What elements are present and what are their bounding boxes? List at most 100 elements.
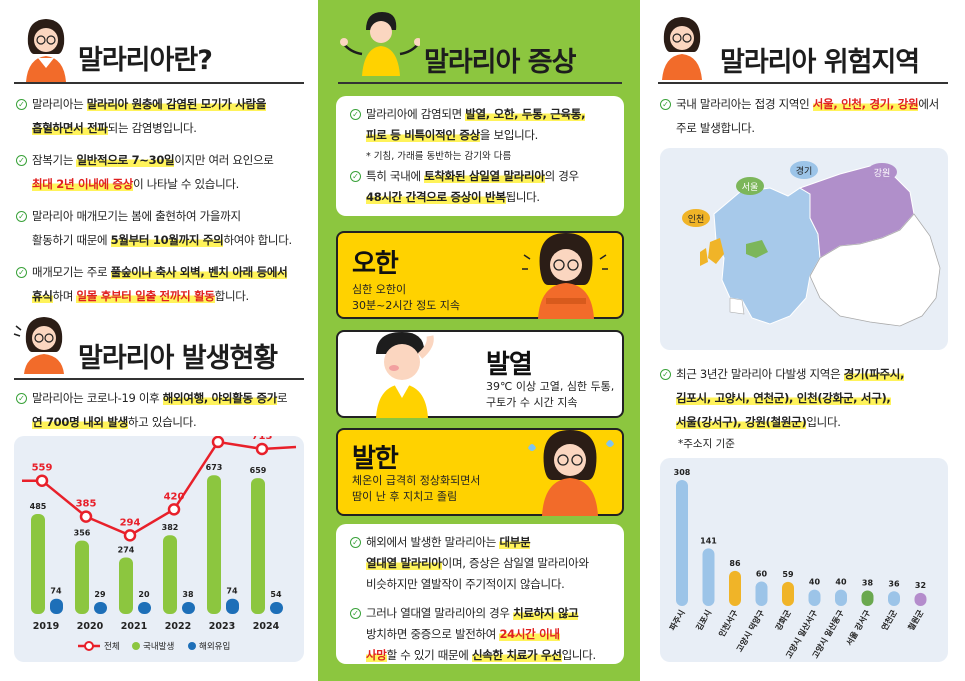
bullet-text-segment: 비슷하지만 열발작이 주기적이지 않습니다. [366, 577, 565, 591]
bullet-line: 잠복기는 일반적으로 7~30일이지만 여러 요인으로 [32, 150, 274, 171]
overseas-bar [226, 598, 239, 614]
bullet-text-segment: 됩니다. [505, 190, 541, 204]
bullet-text-segment: 매개모기는 주로 [32, 265, 111, 279]
bullet-line: 매개모기는 주로 풀숲이나 축사 외벽, 벤치 아래 등에서 [32, 262, 288, 283]
map-label-seoul: 서울 [736, 177, 764, 195]
bullet-text-segment: 김포시, 고양시, 연천군), 인천(강화군, 서구), [676, 391, 891, 405]
district-bar [914, 592, 927, 606]
cough-note: * 기침, 가래를 동반하는 감기와 다름 [366, 151, 512, 162]
bullet-text-segment: 을 보입니다. [479, 128, 539, 142]
overseas-bar [50, 598, 63, 614]
bullet-text-segment: 해외여행, 야외활동 증가 [162, 391, 278, 405]
x-tick-label: 2020 [77, 621, 104, 632]
bullet-text-segment: 이지만 여러 요인으로 [174, 153, 274, 167]
overseas-bar [270, 602, 283, 614]
bullet-text-segment: 말라리아는 코로나-19 이후 [32, 391, 163, 405]
symptom-desc: 30분~2시간 정도 지속 [352, 299, 461, 312]
domestic-value-label: 673 [206, 463, 223, 472]
total-line [22, 440, 297, 537]
district-bar [782, 581, 794, 606]
district-tick-label: 철원군 [906, 607, 926, 632]
district-bar [835, 589, 847, 606]
bullet-text-segment: 말라리아에 감염되면 [366, 107, 466, 121]
domestic-bar [251, 478, 265, 614]
total-value-label: 559 [32, 463, 53, 474]
bullet-line: 김포시, 고양시, 연천군), 인천(강화군, 서구), [676, 388, 891, 409]
district-bar [729, 570, 741, 606]
bullet-line: 말라리아 매개모기는 봄에 출현하여 가을까지 [32, 206, 241, 227]
map-label-gangwon: 강원 [867, 163, 897, 181]
bullet-text-segment: 일몰 후부터 일출 전까지 활동 [76, 289, 215, 303]
svg-text:인천: 인천 [688, 214, 705, 225]
district-value-label: 308 [674, 468, 691, 477]
bullet-text-segment: 대부분 [499, 535, 531, 549]
check-circle-icon: ✓ [16, 267, 27, 278]
bullet-text-segment: 하고 있습니다. [127, 415, 197, 429]
risk-map-card: 경기 강원 서울 인천 [660, 148, 948, 350]
bullet-text-segment: 되는 감염병입니다. [107, 121, 197, 135]
bullet-text-segment: 휴식 [32, 289, 53, 303]
district-bar [888, 591, 900, 606]
district-tick-label: 강화군 [773, 607, 793, 632]
district-tick-label: 고양시 덕양구 [734, 607, 766, 653]
total-point [167, 503, 181, 516]
address-basis-note: *주소지 기준 [678, 438, 735, 450]
total-point [211, 435, 225, 449]
bullet-line: 비슷하지만 열발작이 주기적이지 않습니다. [366, 574, 565, 595]
bullet-text-segment: 5월부터 10월까지 주의 [110, 233, 224, 247]
bullet-text-segment: 국내 말라리아는 접경 지역인 [676, 97, 813, 111]
overseas-bar [94, 602, 107, 614]
district-value-label: 141 [700, 536, 717, 545]
district-chart-card: 308 파주시 141 김포시 86 인천서구 60 고양시 덕양구 59 강화군 40 고양시 일산… [660, 458, 948, 662]
domestic-value-label: 382 [162, 523, 179, 532]
total-point [123, 529, 137, 542]
bullet-line: 말라리아에 감염되면 발열, 오한, 두통, 근육통, [366, 104, 585, 125]
overseas-value-label: 20 [138, 590, 150, 599]
occurrence-chart: 485 74 2019 356 29 2020 274 20 2021 382 38 2022 673 7… [22, 424, 297, 652]
bullet-text-segment: 이 나타날 수 있습니다. [133, 177, 240, 191]
bullet-text-segment: 신속한 치료가 우선 [471, 648, 562, 662]
district-bar [755, 581, 768, 606]
x-tick-label: 2021 [121, 621, 147, 632]
woman-character-icon [26, 19, 66, 82]
legend-overseas-swatch [188, 642, 196, 650]
district-value-label: 86 [729, 559, 741, 568]
overseas-bar [138, 602, 151, 614]
bullet-line: 서울(강서구), 강원(철원군)입니다. [676, 412, 841, 433]
district-tick-label: 파주시 [667, 608, 687, 632]
bullet-text-segment: 발열, 오한, 두통, 근육통, [465, 107, 586, 121]
title-underline [338, 82, 622, 84]
bullet-text-segment: 하며 [52, 289, 77, 303]
legend-label: 해외유입 [199, 641, 230, 652]
svg-text:경기: 경기 [796, 165, 813, 177]
district-value-label: 32 [915, 581, 926, 590]
total-value-label: 385 [76, 499, 97, 510]
symptom-card-chills: 오한 심한 오한이 30분~2시간 정도 지속 [336, 231, 624, 319]
section-title-symptoms: 말라리아 증상 [424, 47, 576, 78]
bullet-text-segment: 24시간 이내 [499, 627, 560, 641]
bullet-text-segment: 토착화된 삼일열 말라리아 [424, 169, 545, 183]
district-value-label: 36 [888, 579, 900, 588]
domestic-value-label: 274 [118, 545, 135, 554]
bullet-text-segment: 말라리아 원충에 감염된 모기가 사람을 [86, 97, 267, 111]
occurrence-chart-card: 485 74 2019 356 29 2020 274 20 2021 382 38 2022 673 7… [14, 424, 304, 662]
bullet-text-segment: 로 [277, 391, 288, 405]
bullet-line: 피로 등 비특이적인 증상을 보입니다. [366, 125, 538, 146]
bullet-line: 48시간 간격으로 증상이 반복됩니다. [366, 187, 540, 208]
map-label-incheon: 인천 [682, 209, 710, 227]
check-circle-icon: ✓ [350, 608, 361, 619]
district-tick-label: 인천서구 [716, 607, 740, 638]
bullet-text-segment: 피로 등 비특이적인 증상 [366, 128, 480, 142]
bullet-line: 주로 발생합니다. [676, 118, 755, 139]
map-label-gyeonggi: 경기 [790, 161, 818, 179]
total-value-label: 420 [164, 491, 185, 502]
district-bar [676, 480, 688, 606]
legend-domestic-swatch [132, 642, 140, 650]
x-tick-label: 2022 [165, 621, 191, 632]
bullet-line: 방치하면 중증으로 발전하여 24시간 이내 [366, 624, 560, 645]
bullet-text-segment: 해외에서 발생한 말라리아는 [366, 535, 500, 549]
bullet-line: 연 700명 내외 발생하고 있습니다. [32, 412, 197, 433]
sweating-woman-icon [528, 430, 614, 516]
title-underline [14, 82, 304, 84]
